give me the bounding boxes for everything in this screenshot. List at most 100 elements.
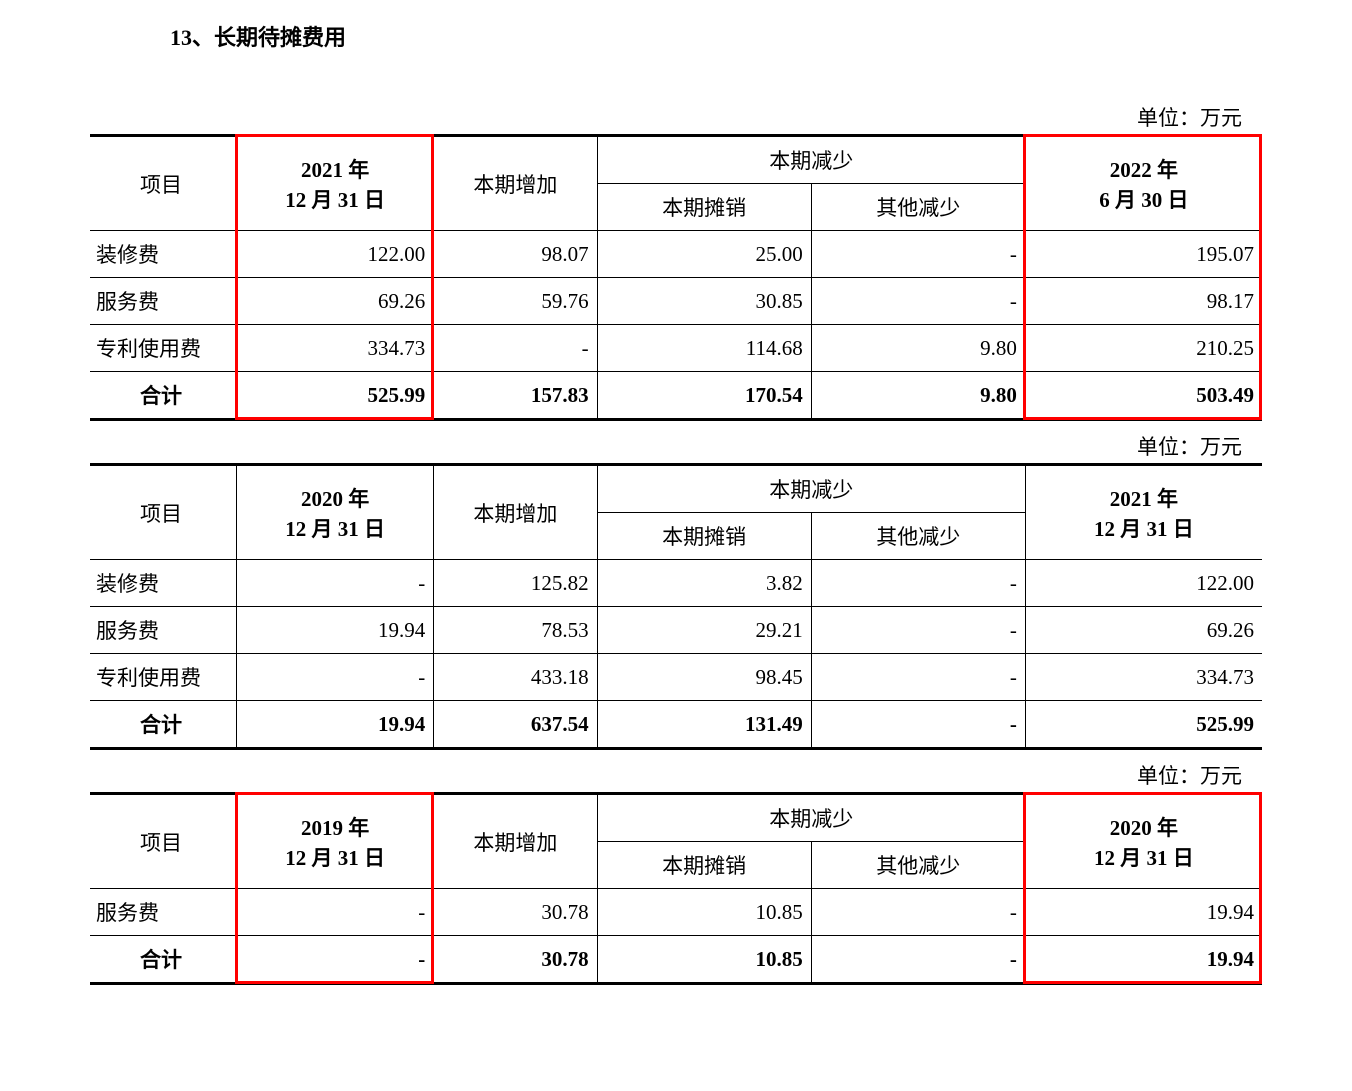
total-label: 合计 [90, 936, 237, 984]
header-amortization: 本期摊销 [597, 513, 811, 560]
cell-amortization: 10.85 [597, 889, 811, 936]
unit-label: 单位：万元 [90, 760, 1262, 790]
cell-start: 122.00 [237, 231, 434, 278]
header-end-date: 2021 年 12 月 31 日 [1025, 465, 1262, 560]
total-increase: 30.78 [434, 936, 597, 984]
header-decrease: 本期减少 [597, 794, 1025, 842]
total-amortization: 131.49 [597, 701, 811, 749]
cell-increase: 433.18 [434, 654, 597, 701]
header-start-date: 2021 年 12 月 31 日 [237, 136, 434, 231]
header-item: 项目 [90, 794, 237, 889]
header-other-decrease: 其他减少 [811, 513, 1025, 560]
cell-other: - [811, 654, 1025, 701]
table-wrap: 项目2021 年 12 月 31 日本期增加本期减少2022 年 6 月 30 … [90, 134, 1262, 421]
table-row: 服务费19.9478.5329.21-69.26 [90, 607, 1262, 654]
total-amortization: 170.54 [597, 372, 811, 420]
cell-amortization: 114.68 [597, 325, 811, 372]
table-row: 服务费-30.7810.85-19.94 [90, 889, 1262, 936]
total-amortization: 10.85 [597, 936, 811, 984]
cell-other: - [811, 278, 1025, 325]
header-decrease: 本期减少 [597, 136, 1025, 184]
section-title: 13、长期待摊费用 [170, 20, 1262, 52]
cell-increase: 30.78 [434, 889, 597, 936]
table-row: 专利使用费-433.1898.45-334.73 [90, 654, 1262, 701]
cell-end: 19.94 [1025, 889, 1262, 936]
cell-increase: 59.76 [434, 278, 597, 325]
header-other-decrease: 其他减少 [811, 184, 1025, 231]
cell-other: - [811, 607, 1025, 654]
cell-end: 334.73 [1025, 654, 1262, 701]
header-start-date: 2020 年 12 月 31 日 [237, 465, 434, 560]
total-label: 合计 [90, 701, 237, 749]
total-start: 19.94 [237, 701, 434, 749]
total-other: - [811, 701, 1025, 749]
cell-end: 69.26 [1025, 607, 1262, 654]
header-increase: 本期增加 [434, 794, 597, 889]
cell-amortization: 25.00 [597, 231, 811, 278]
cell-amortization: 29.21 [597, 607, 811, 654]
header-item: 项目 [90, 465, 237, 560]
header-start-date: 2019 年 12 月 31 日 [237, 794, 434, 889]
cell-item: 装修费 [90, 231, 237, 278]
table-total-row: 合计-30.7810.85-19.94 [90, 936, 1262, 984]
cell-start: - [237, 889, 434, 936]
cell-item: 服务费 [90, 889, 237, 936]
table-row: 装修费-125.823.82-122.00 [90, 560, 1262, 607]
table-total-row: 合计525.99157.83170.549.80503.49 [90, 372, 1262, 420]
total-start: 525.99 [237, 372, 434, 420]
cell-other: 9.80 [811, 325, 1025, 372]
header-decrease: 本期减少 [597, 465, 1025, 513]
cell-item: 装修费 [90, 560, 237, 607]
header-item: 项目 [90, 136, 237, 231]
cell-increase: 98.07 [434, 231, 597, 278]
header-end-date: 2020 年 12 月 31 日 [1025, 794, 1262, 889]
cell-start: - [237, 654, 434, 701]
header-other-decrease: 其他减少 [811, 842, 1025, 889]
table-row: 服务费69.2659.7630.85-98.17 [90, 278, 1262, 325]
cell-start: - [237, 560, 434, 607]
header-increase: 本期增加 [434, 465, 597, 560]
table-wrap: 项目2020 年 12 月 31 日本期增加本期减少2021 年 12 月 31… [90, 463, 1262, 750]
cell-end: 210.25 [1025, 325, 1262, 372]
cell-end: 122.00 [1025, 560, 1262, 607]
header-end-date: 2022 年 6 月 30 日 [1025, 136, 1262, 231]
total-start: - [237, 936, 434, 984]
financial-table: 项目2021 年 12 月 31 日本期增加本期减少2022 年 6 月 30 … [90, 134, 1262, 421]
unit-label: 单位：万元 [90, 102, 1262, 132]
total-increase: 637.54 [434, 701, 597, 749]
financial-table: 项目2019 年 12 月 31 日本期增加本期减少2020 年 12 月 31… [90, 792, 1262, 985]
cell-increase: 78.53 [434, 607, 597, 654]
table-row: 专利使用费334.73-114.689.80210.25 [90, 325, 1262, 372]
cell-increase: 125.82 [434, 560, 597, 607]
cell-start: 69.26 [237, 278, 434, 325]
cell-item: 服务费 [90, 278, 237, 325]
cell-increase: - [434, 325, 597, 372]
total-other: - [811, 936, 1025, 984]
total-other: 9.80 [811, 372, 1025, 420]
table-wrap: 项目2019 年 12 月 31 日本期增加本期减少2020 年 12 月 31… [90, 792, 1262, 985]
cell-amortization: 98.45 [597, 654, 811, 701]
header-increase: 本期增加 [434, 136, 597, 231]
total-end: 525.99 [1025, 701, 1262, 749]
total-end: 19.94 [1025, 936, 1262, 984]
cell-item: 专利使用费 [90, 325, 237, 372]
cell-amortization: 3.82 [597, 560, 811, 607]
cell-start: 334.73 [237, 325, 434, 372]
table-row: 装修费122.0098.0725.00-195.07 [90, 231, 1262, 278]
header-amortization: 本期摊销 [597, 842, 811, 889]
total-end: 503.49 [1025, 372, 1262, 420]
cell-end: 98.17 [1025, 278, 1262, 325]
financial-table: 项目2020 年 12 月 31 日本期增加本期减少2021 年 12 月 31… [90, 463, 1262, 750]
cell-other: - [811, 231, 1025, 278]
cell-item: 服务费 [90, 607, 237, 654]
total-label: 合计 [90, 372, 237, 420]
cell-start: 19.94 [237, 607, 434, 654]
total-increase: 157.83 [434, 372, 597, 420]
table-total-row: 合计19.94637.54131.49-525.99 [90, 701, 1262, 749]
cell-other: - [811, 560, 1025, 607]
cell-amortization: 30.85 [597, 278, 811, 325]
header-amortization: 本期摊销 [597, 184, 811, 231]
cell-other: - [811, 889, 1025, 936]
unit-label: 单位：万元 [90, 431, 1262, 461]
cell-item: 专利使用费 [90, 654, 237, 701]
